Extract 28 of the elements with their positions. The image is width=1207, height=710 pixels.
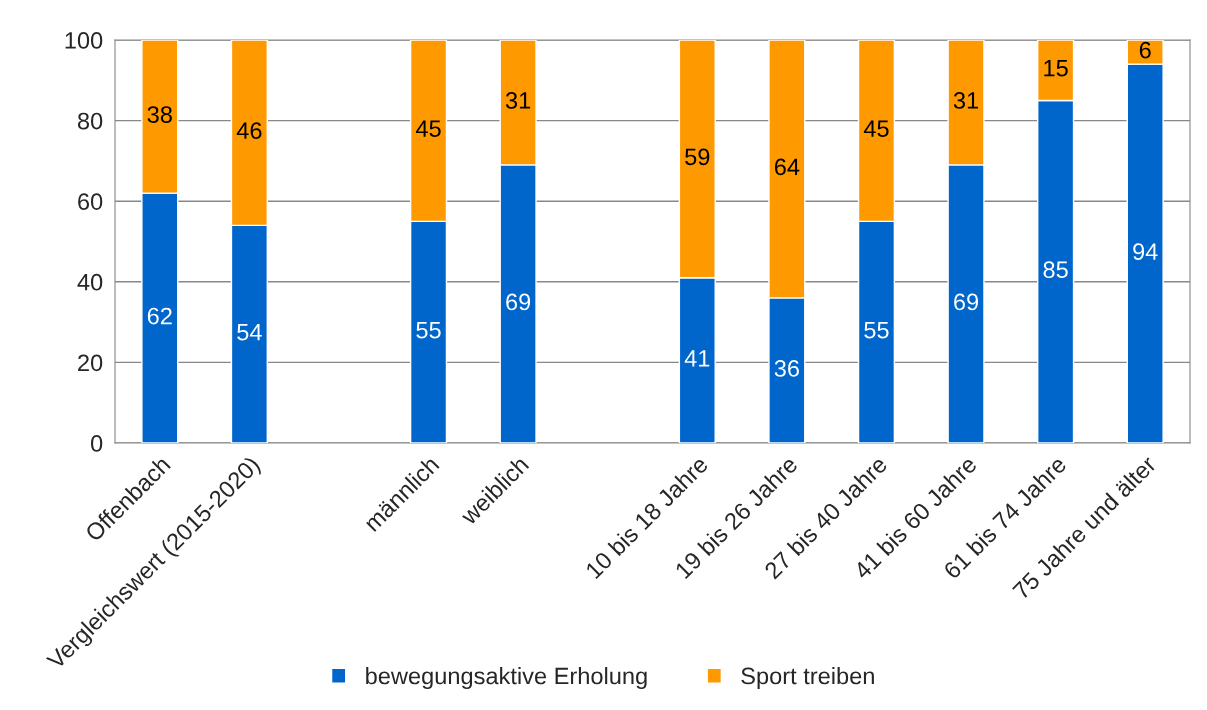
data-label: 94 <box>1133 243 1158 260</box>
data-label: 54 <box>237 324 262 341</box>
y-tick-label: 0 <box>90 435 103 452</box>
legend-label: bewegungsaktive Erholung <box>366 666 647 689</box>
data-label: 31 <box>505 92 531 109</box>
data-label: 45 <box>415 120 441 138</box>
data-label: 55 <box>416 322 441 339</box>
y-tick-label: 60 <box>78 193 103 210</box>
data-label: 46 <box>236 122 262 140</box>
data-label: 38 <box>147 106 172 123</box>
data-label: 6 <box>1139 41 1151 59</box>
data-label: 85 <box>1043 261 1068 279</box>
legend-label: Sport treiben <box>741 666 874 689</box>
data-label: 69 <box>506 293 531 311</box>
data-label: 59 <box>685 148 710 166</box>
y-tick-label: 80 <box>77 112 103 130</box>
data-label: 45 <box>863 120 889 138</box>
y-tick-label: 20 <box>78 354 103 372</box>
data-label: 41 <box>684 350 710 367</box>
y-tick-label: 100 <box>65 32 103 49</box>
data-label: 55 <box>864 322 889 339</box>
y-tick-label: 40 <box>77 273 103 291</box>
data-label: 31 <box>953 92 979 109</box>
data-label: 15 <box>1044 60 1068 77</box>
data-label: 69 <box>954 293 979 311</box>
data-label: 62 <box>147 307 172 325</box>
data-label: 36 <box>774 360 799 377</box>
data-label: 64 <box>774 158 800 176</box>
